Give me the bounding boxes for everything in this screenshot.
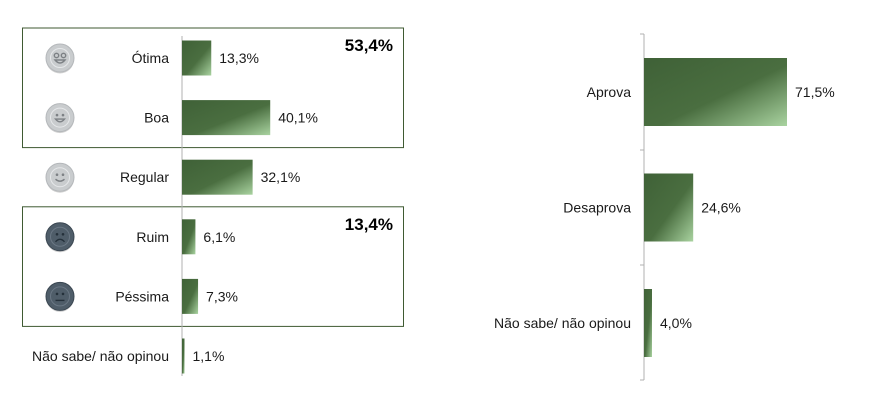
group-frame: [22, 206, 404, 327]
bar-ruim: [182, 219, 196, 255]
sad-face-icon: [45, 222, 75, 253]
value-label-ruim: 6,1%: [203, 229, 235, 245]
value-label-nao-sabe-nao-opinou: 1,1%: [193, 348, 225, 364]
bar-otima: [182, 40, 212, 76]
neutral-smile-face-icon: [45, 162, 75, 193]
category-label-nao-sabe-nao-opinou: Não sabe/ não opinou: [494, 315, 631, 331]
value-label-boa: 40,1%: [278, 110, 318, 126]
bar-nao-sabe-nao-opinou: [644, 289, 652, 357]
very-sad-face-icon: [45, 281, 75, 312]
group-frame: [22, 27, 404, 149]
bar-desaprova: [644, 173, 694, 242]
group-total-label: 13,4%: [345, 215, 393, 234]
value-label-pessima: 7,3%: [206, 288, 238, 304]
group-total-label: 53,4%: [345, 36, 393, 55]
value-label-otima: 13,3%: [219, 50, 259, 66]
category-label-desaprova: Desaprova: [563, 200, 631, 216]
category-label-regular: Regular: [120, 169, 169, 185]
approval-chart: Aprova 71,5% Desaprova 24,6% Não sabe/ não o…: [494, 33, 835, 381]
value-label-aprova: 71,5%: [795, 84, 835, 100]
category-label-nao-sabe-nao-opinou: Não sabe/ não opinou: [32, 348, 169, 364]
bar-boa: [182, 100, 271, 136]
rating-chart: 53,4% 13,4% Ótima 13,3% Boa 40,1% Regular 32,1%…: [22, 27, 404, 376]
bar-regular: [182, 159, 253, 195]
bar-pessima: [182, 278, 199, 314]
category-label-ruim: Ruim: [136, 229, 169, 245]
category-label-boa: Boa: [144, 110, 169, 126]
happy-face-icon: [45, 103, 75, 134]
very-happy-face-icon: [45, 43, 75, 74]
bar-nao-sabe-nao-opinou: [182, 338, 185, 374]
category-label-pessima: Péssima: [115, 288, 169, 304]
value-label-desaprova: 24,6%: [701, 200, 741, 216]
bar-aprova: [644, 58, 787, 126]
value-label-regular: 32,1%: [261, 169, 301, 185]
category-label-aprova: Aprova: [587, 84, 632, 100]
value-label-nao-sabe-nao-opinou: 4,0%: [660, 315, 692, 331]
category-label-otima: Ótima: [132, 50, 170, 66]
